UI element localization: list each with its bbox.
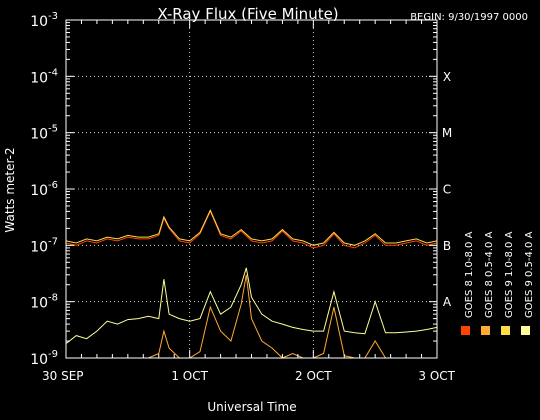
legend: GOES 8 1.0-8.0 A GOES 8 0.5-4.0 A GOES 9 1… [461,231,535,335]
x-tick-label: 30 SEP [42,369,84,383]
data-series [65,208,438,359]
flare-class-label: X [443,70,451,84]
x-tick-label: 1 OCT [171,369,208,383]
y-tick-label: 10-7 [30,236,58,255]
legend-swatch [481,326,490,335]
flare-class-label: A [443,295,452,309]
plot-frame [65,19,438,359]
flare-class-label: M [442,126,452,140]
series-line-3 [65,208,438,246]
y-ticks: 10-9 10-8 10-7 10-6 10-5 10-4 10-3 [30,11,437,368]
legend-label: GOES 9 0.5-4.0 A [524,231,535,318]
legend-swatch [461,326,470,335]
y-axis-label: Watts meter-2 [3,147,17,232]
x-tick-label: 2 OCT [295,369,332,383]
series-line-4 [65,267,438,344]
x-ticks: 30 SEP 1 OCT 2 OCT 3 OCT [42,20,456,383]
flare-class-label: B [443,239,451,253]
legend-label: GOES 9 1.0-8.0 A [504,231,515,318]
begin-label: BEGIN: 9/30/1997 0000 [410,12,528,23]
flare-class-label: C [443,183,451,197]
y-tick-label: 10-3 [30,11,58,30]
y-tick-label: 10-6 [30,180,58,199]
flare-class-labels: X M C B A [442,70,452,309]
chart-title: X-Ray Flux (Five Minute) [157,5,338,23]
series-line-2 [66,274,437,359]
legend-swatch [521,326,530,335]
series-line-1 [65,210,438,249]
legend-label: GOES 8 1.0-8.0 A [464,231,475,318]
legend-label: GOES 8 0.5-4.0 A [484,231,495,318]
y-tick-label: 10-9 [30,349,58,368]
y-tick-label: 10-5 [30,124,58,143]
y-tick-label: 10-4 [30,67,58,86]
legend-swatch [501,326,510,335]
x-axis-label: Universal Time [207,400,296,414]
x-tick-label: 3 OCT [418,369,455,383]
y-tick-label: 10-8 [30,293,58,312]
grid-lines [66,20,437,358]
